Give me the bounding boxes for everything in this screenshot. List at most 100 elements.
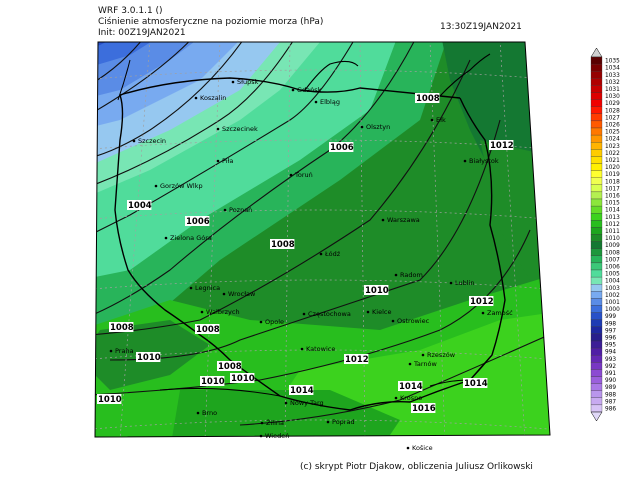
- city-label: Częstochowa: [308, 310, 351, 318]
- colorbar-swatch: [590, 198, 603, 207]
- isobar-label: 1012: [344, 354, 369, 365]
- city-marker: [164, 236, 168, 240]
- colorbar-label: 1012: [605, 222, 620, 228]
- svg-text:1008: 1008: [110, 323, 134, 333]
- colorbar-swatch: [590, 184, 603, 193]
- colorbar-label: 997: [605, 328, 616, 334]
- city-marker: [302, 312, 306, 316]
- svg-text:1012: 1012: [490, 141, 514, 151]
- city-marker: [394, 273, 398, 277]
- colorbar-swatch: [590, 205, 603, 214]
- city-marker: [216, 127, 220, 131]
- colorbar-label: 1017: [605, 186, 620, 192]
- colorbar-swatch: [590, 120, 603, 129]
- city-marker: [366, 310, 370, 314]
- city-label: Rzeszów: [427, 351, 456, 359]
- colorbar-label: 1014: [605, 208, 620, 214]
- city-label: Gorzów Wlkp: [160, 182, 203, 190]
- svg-text:1008: 1008: [416, 94, 440, 104]
- city-label: Wałbrzych: [206, 308, 240, 316]
- city-label: Kielce: [372, 308, 391, 316]
- colorbar-label: 993: [605, 357, 616, 363]
- colorbar-swatch: [590, 177, 603, 185]
- colorbar-label: 988: [605, 392, 616, 398]
- city-label: Poprad: [332, 418, 355, 426]
- isobar-label: 1010: [230, 373, 255, 384]
- init-time: Init: 00Z19JAN2021: [98, 28, 186, 38]
- city-label: Gdańsk: [297, 86, 322, 94]
- isobar-label: 1006: [185, 216, 210, 227]
- colorbar-swatch: [590, 56, 603, 65]
- city-marker: [223, 208, 227, 212]
- colorbar-swatch: [590, 191, 603, 200]
- colorbar-min-arrow: [590, 411, 603, 422]
- colorbar-label: 1013: [605, 215, 620, 221]
- colorbar-swatch: [590, 390, 603, 398]
- city-marker: [408, 362, 412, 366]
- colorbar-swatch: [590, 255, 603, 264]
- colorbar-swatch: [590, 63, 603, 72]
- colorbar-swatch: [590, 134, 603, 143]
- colorbar-label: 991: [605, 371, 616, 377]
- colorbar-swatch: [590, 355, 603, 363]
- isobar-label: 1008: [270, 239, 295, 250]
- city-marker: [463, 159, 467, 163]
- city-marker: [259, 434, 263, 438]
- colorbar-swatch: [590, 383, 603, 391]
- city-marker: [319, 252, 323, 256]
- colorbar-swatch: [590, 92, 603, 100]
- credits: (c) skrypt Piotr Djakow, obliczenia Juli…: [300, 462, 533, 472]
- city-marker: [194, 96, 198, 100]
- colorbar-label: 1035: [605, 59, 620, 65]
- svg-text:1010: 1010: [137, 353, 161, 363]
- colorbar-swatch: [590, 369, 603, 377]
- isobar-label: 1010: [364, 285, 389, 296]
- colorbar-label: 1028: [605, 108, 620, 114]
- colorbar-swatch: [590, 340, 603, 349]
- colorbar-swatch: [590, 404, 603, 413]
- city-marker: [200, 310, 204, 314]
- city-marker: [132, 139, 136, 143]
- colorbar-label: 1025: [605, 130, 620, 136]
- colorbar-max-arrow: [590, 47, 603, 58]
- city-marker: [259, 320, 263, 324]
- colorbar-label: 1004: [605, 279, 620, 285]
- city-label: Legnica: [195, 284, 220, 292]
- colorbar-swatch: [590, 71, 603, 79]
- model-version: WRF 3.0.1.1 (): [98, 6, 163, 16]
- city-label: Žilina: [266, 418, 284, 427]
- city-marker: [300, 347, 304, 351]
- city-marker: [260, 421, 264, 425]
- colorbar-swatch: [590, 99, 603, 107]
- city-marker: [394, 396, 398, 400]
- svg-text:1006: 1006: [186, 217, 210, 227]
- city-marker: [391, 319, 395, 323]
- colorbar-swatch: [590, 326, 603, 335]
- colorbar-swatch: [590, 248, 603, 256]
- colorbar-swatch: [590, 347, 603, 356]
- city-label: Košice: [412, 444, 433, 452]
- colorbar-label: 1022: [605, 151, 620, 157]
- city-marker: [406, 446, 410, 450]
- city-label: Toruń: [294, 171, 313, 179]
- city-label: Piła: [222, 157, 233, 165]
- colorbar-label: 1019: [605, 172, 620, 178]
- colorbar-swatch: [590, 333, 603, 342]
- city-label: Brno: [202, 409, 217, 417]
- isobar-label: 1008: [109, 322, 134, 333]
- colorbar-label: 1032: [605, 80, 620, 86]
- svg-text:1004: 1004: [128, 201, 152, 211]
- city-marker: [430, 118, 434, 122]
- colorbar-label: 1024: [605, 137, 620, 143]
- svg-text:1016: 1016: [412, 404, 436, 414]
- colorbar-swatch: [590, 362, 603, 370]
- colorbar-label: 1020: [605, 165, 620, 171]
- city-label: Lublin: [455, 279, 474, 287]
- svg-text:1008: 1008: [218, 362, 242, 372]
- city-label: Praha: [115, 347, 134, 355]
- colorbar-swatch: [590, 312, 603, 320]
- city-label: Opole: [265, 318, 284, 326]
- svg-text:1010: 1010: [231, 374, 255, 384]
